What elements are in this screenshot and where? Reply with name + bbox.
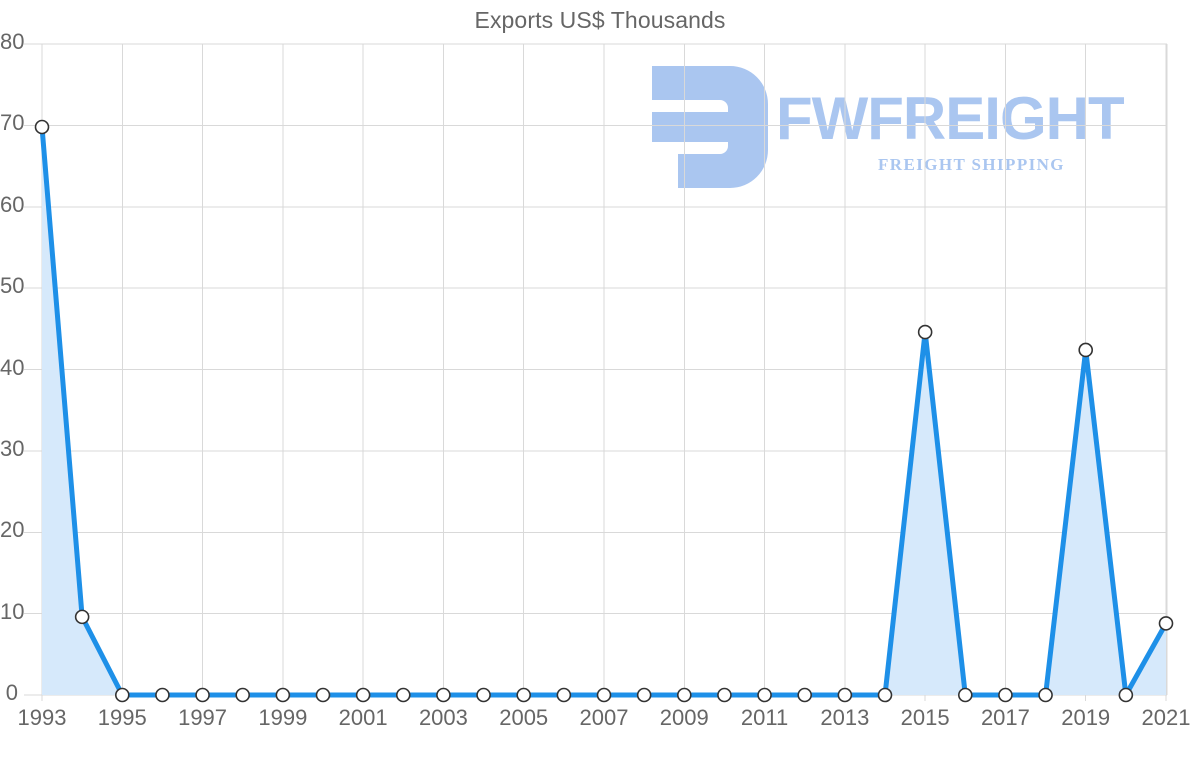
data-point-marker[interactable]: [34, 119, 50, 135]
data-point-marker[interactable]: [436, 687, 451, 703]
data-point-marker[interactable]: [1078, 342, 1094, 358]
y-axis-tick-label: 30: [0, 435, 25, 461]
chart-title: Exports US$ Thousands: [474, 7, 726, 33]
data-point-marker[interactable]: [195, 687, 210, 703]
x-axis-tick-label: 1999: [258, 705, 308, 730]
x-axis-tick-label: 1997: [178, 705, 228, 730]
data-point-marker[interactable]: [315, 687, 331, 703]
y-axis-tick-label: 70: [0, 110, 25, 136]
x-axis-tick-label: 2001: [338, 705, 388, 730]
data-point-marker[interactable]: [1038, 687, 1053, 703]
data-point-marker[interactable]: [917, 324, 933, 340]
x-axis-tick-label: 2003: [418, 705, 468, 730]
data-point-marker[interactable]: [1158, 616, 1174, 631]
data-point-marker[interactable]: [516, 687, 532, 703]
x-axis-tick-label: 2019: [1061, 705, 1111, 730]
data-point-marker[interactable]: [275, 687, 291, 703]
data-point-marker[interactable]: [1118, 687, 1134, 703]
data-point-marker[interactable]: [155, 687, 170, 703]
x-axis-tick-label: 2021: [1141, 705, 1191, 730]
data-point-marker[interactable]: [596, 687, 612, 703]
data-point-marker[interactable]: [556, 687, 572, 703]
grid-lines: [24, 43, 1168, 701]
x-axis-tick-label: 2015: [900, 705, 950, 730]
y-axis-tick-label: 10: [0, 598, 25, 624]
x-axis-tick-label: 2009: [659, 705, 709, 730]
y-axis-tick-label: 40: [0, 354, 25, 380]
data-point-marker[interactable]: [837, 687, 853, 703]
x-axis-tick-label: 1995: [97, 705, 147, 730]
data-point-marker[interactable]: [74, 609, 90, 625]
x-axis-tick-label: 2005: [499, 705, 549, 730]
x-axis-tick-label: 2007: [579, 705, 629, 730]
data-point-marker[interactable]: [476, 687, 491, 703]
y-axis-tick-label: 20: [0, 517, 25, 543]
x-axis-tick-label: 2011: [740, 705, 789, 730]
data-point-marker[interactable]: [957, 687, 973, 703]
data-point-marker[interactable]: [717, 687, 732, 703]
data-point-marker[interactable]: [877, 687, 893, 703]
data-point-marker[interactable]: [114, 687, 130, 703]
data-point-marker[interactable]: [636, 687, 652, 703]
data-point-markers: [34, 119, 1174, 703]
data-point-marker[interactable]: [235, 687, 251, 703]
y-axis-tick-label: 60: [0, 191, 25, 217]
x-axis-tick-label: 2017: [980, 705, 1030, 730]
y-axis-tick-label: 80: [0, 29, 25, 54]
x-axis-tick-label: 1993: [17, 705, 67, 730]
x-axis-tick-label: 2013: [820, 705, 870, 730]
data-point-marker[interactable]: [998, 687, 1013, 703]
data-point-marker[interactable]: [757, 687, 772, 703]
y-axis-tick-label: 0: [5, 680, 18, 705]
data-point-marker[interactable]: [395, 687, 411, 703]
y-axis-tick-label: 50: [0, 273, 25, 299]
data-point-marker[interactable]: [797, 687, 813, 703]
data-point-marker[interactable]: [676, 687, 692, 703]
data-point-marker[interactable]: [355, 687, 371, 703]
